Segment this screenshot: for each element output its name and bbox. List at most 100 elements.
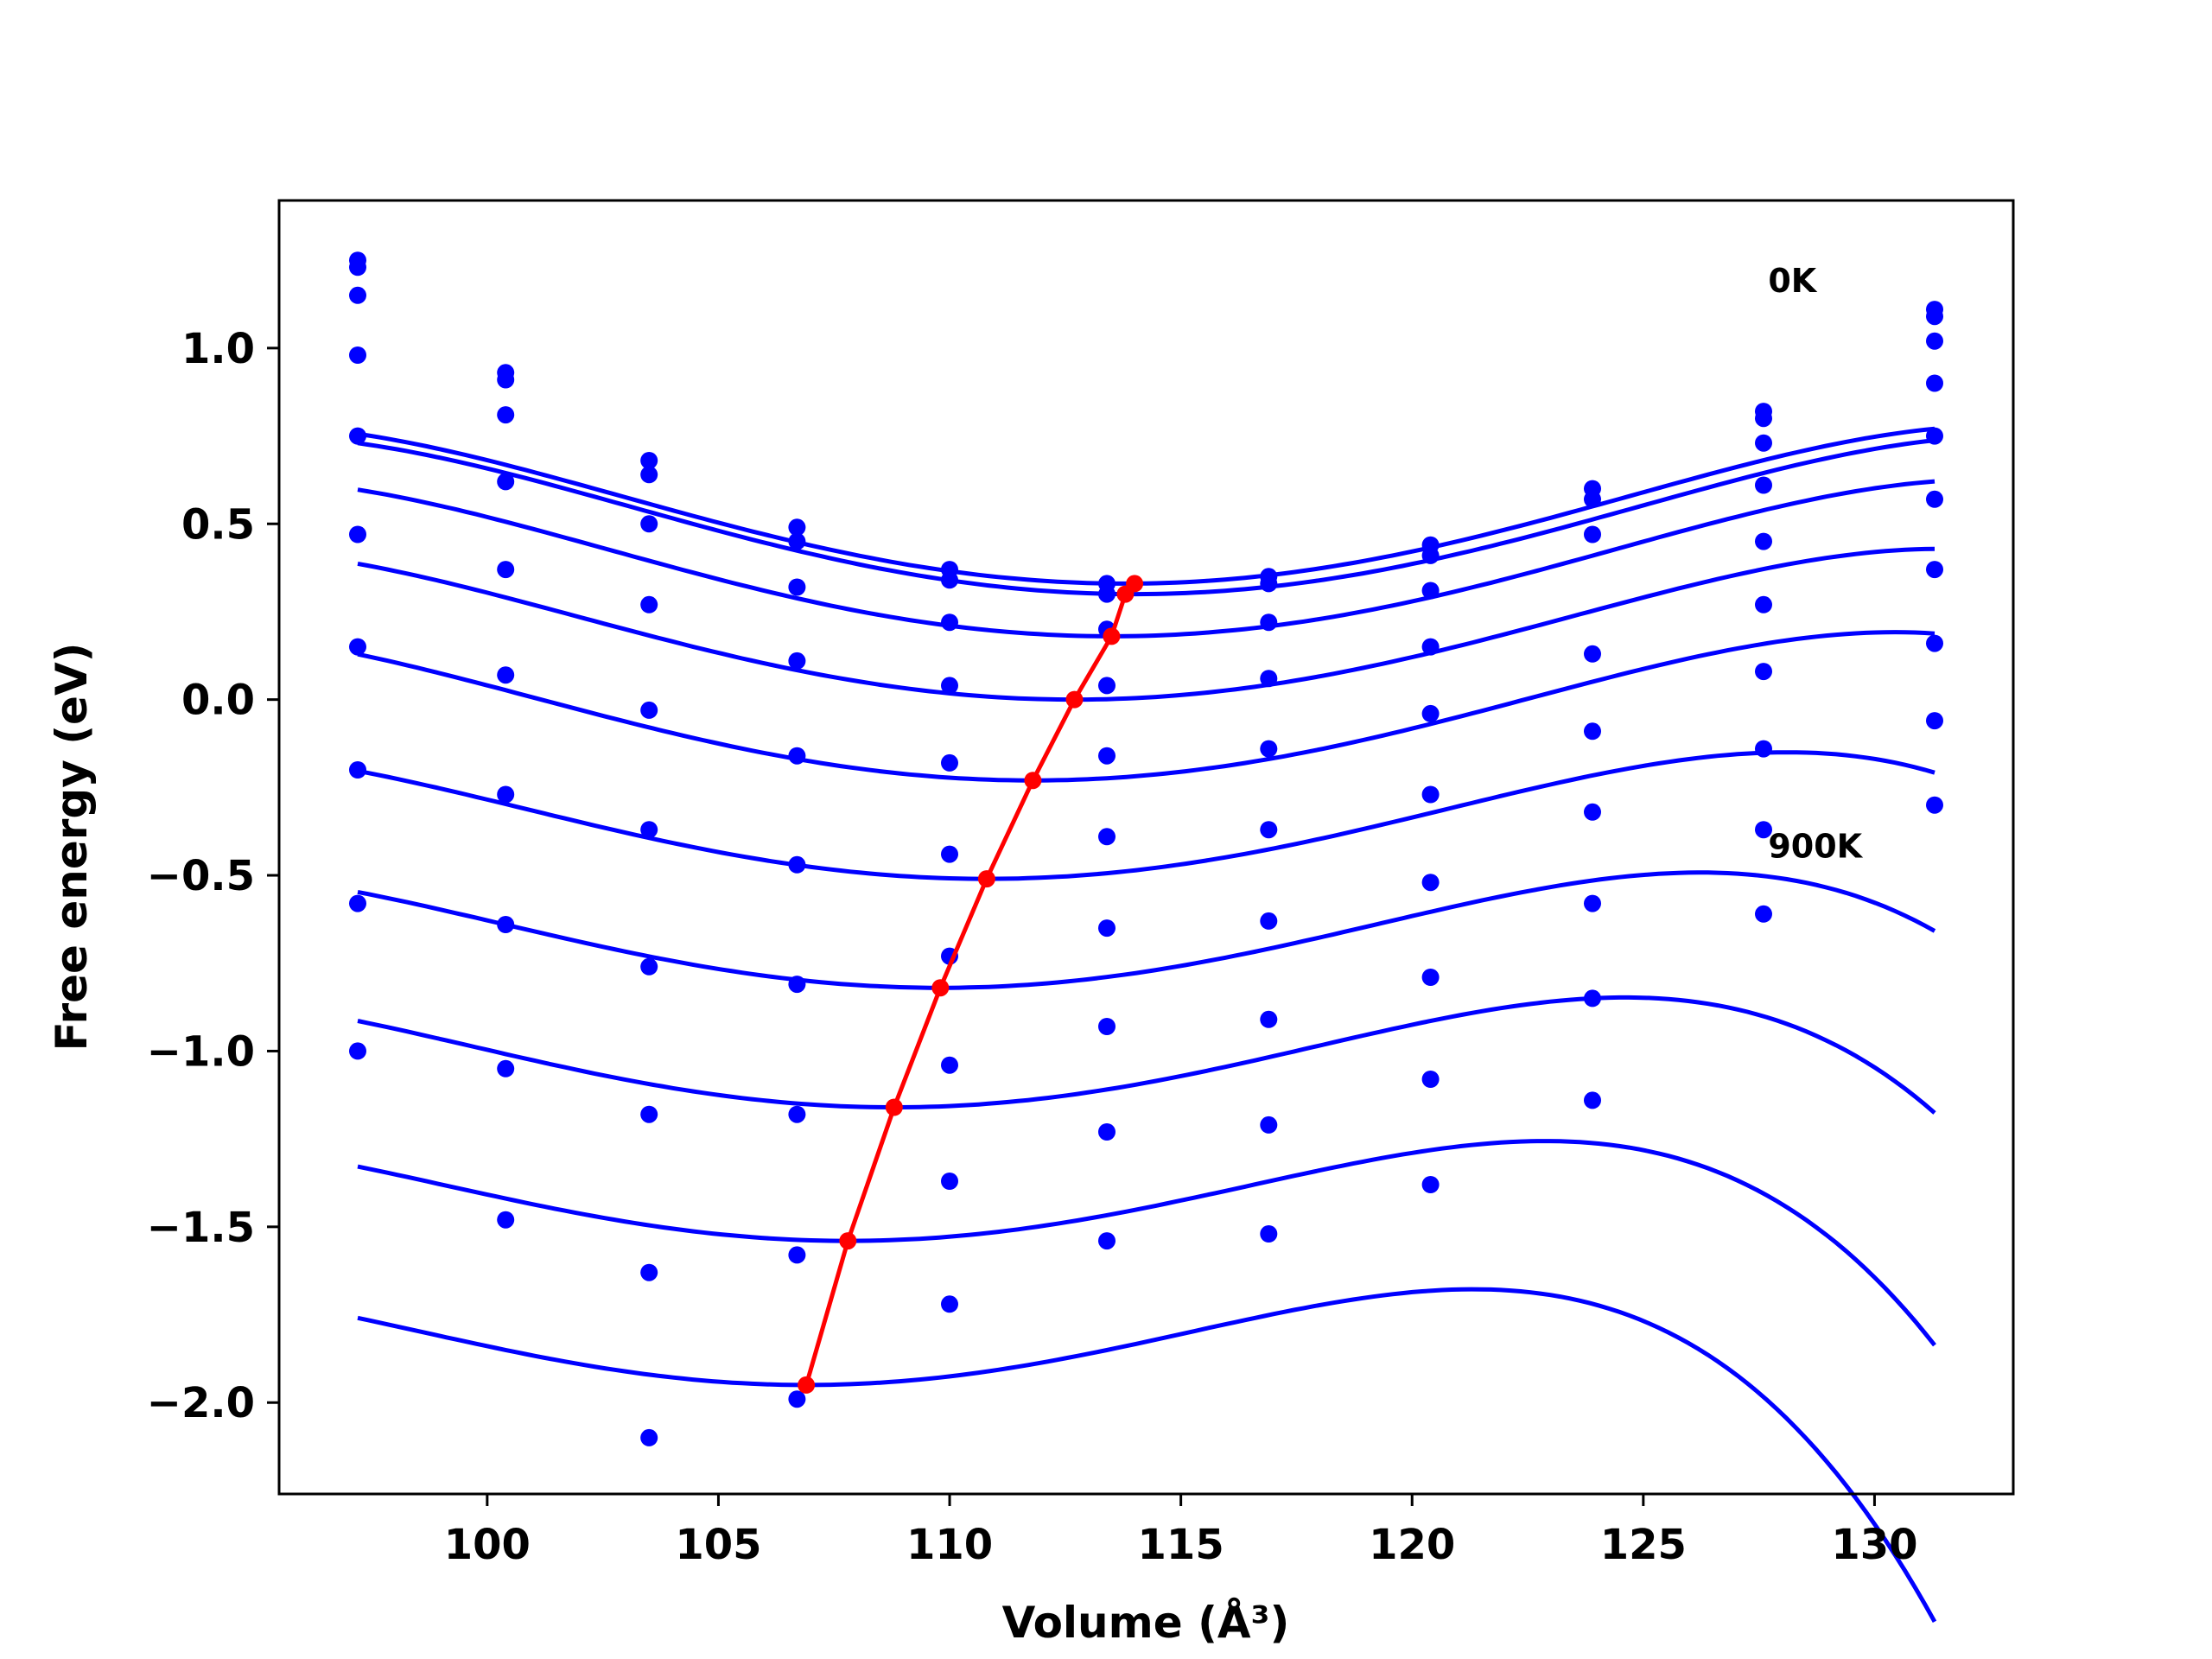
data-point-3-3 xyxy=(788,652,806,670)
data-point-6-9 xyxy=(1755,663,1772,681)
fit-curves xyxy=(357,426,1937,1624)
y-tick-label-5: 0.5 xyxy=(181,500,255,549)
data-point-3-10 xyxy=(1926,374,1943,392)
data-point-4-10 xyxy=(1926,427,1943,445)
data-point-3-4 xyxy=(941,677,958,695)
data-point-5-8 xyxy=(1584,803,1601,821)
data-point-2-2 xyxy=(640,515,658,533)
data-point-9-4 xyxy=(941,1295,958,1313)
x-tick-label-100: 100 xyxy=(444,1521,531,1569)
data-point-6-8 xyxy=(1584,894,1601,912)
fit-curve-9 xyxy=(357,1287,1937,1624)
data-point-2-7 xyxy=(1421,582,1440,600)
data-point-2-0 xyxy=(349,286,366,304)
fit-curve-3 xyxy=(357,546,1936,702)
minimum-point-6 xyxy=(931,979,950,997)
data-point-3-1 xyxy=(497,473,515,491)
data-point-5-10 xyxy=(1926,490,1943,508)
data-point-4-2 xyxy=(640,701,658,719)
data-point-4-4 xyxy=(941,753,958,772)
x-tick-label-110: 110 xyxy=(906,1521,993,1569)
data-point-7-3 xyxy=(788,1105,806,1123)
x-tick-label-120: 120 xyxy=(1369,1521,1455,1569)
minimum-path xyxy=(798,575,1144,1394)
data-point-3-2 xyxy=(640,595,658,613)
data-point-9-3 xyxy=(788,1390,806,1408)
data-point-8-1 xyxy=(497,1059,515,1077)
y-tick-label-4: 0.0 xyxy=(181,677,255,725)
data-point-2-4 xyxy=(941,613,958,632)
data-point-8-8 xyxy=(1584,1091,1601,1109)
data-point-4-9 xyxy=(1755,532,1772,550)
data-point-7-10 xyxy=(1926,634,1943,652)
x-axis-ticks: 100 105 110 115 120 125 130 xyxy=(444,1494,1918,1569)
x-tick-label-130: 130 xyxy=(1831,1521,1917,1569)
data-point-5-4 xyxy=(941,845,958,863)
data-point-8-2 xyxy=(640,1263,658,1281)
data-point-2-8 xyxy=(1584,525,1601,543)
data-point-7-2 xyxy=(640,1105,658,1123)
data-point-5-7 xyxy=(1421,785,1440,804)
data-point-1-8 xyxy=(1584,490,1601,508)
minimum-point-8 xyxy=(839,1232,857,1250)
fit-curve-8 xyxy=(357,1139,1936,1347)
x-axis-label: Volume (Å³) xyxy=(1002,1597,1290,1648)
x-tick-label-115: 115 xyxy=(1138,1521,1224,1569)
data-point-3-0 xyxy=(349,346,366,364)
data-point-1-0 xyxy=(349,258,366,276)
fit-curve-2 xyxy=(357,479,1936,639)
minimum-point-2 xyxy=(1103,627,1121,645)
data-point-1-2 xyxy=(640,466,658,484)
data-point-3-8 xyxy=(1584,645,1601,663)
data-point-3-5 xyxy=(1098,677,1116,695)
y-tick-label-2: −1.0 xyxy=(147,1027,255,1076)
data-point-8-9 xyxy=(1755,821,1772,839)
data-point-0-2 xyxy=(640,452,658,469)
data-point-7-0 xyxy=(349,761,366,779)
data-point-6-3 xyxy=(788,976,806,994)
data-point-1-5 xyxy=(1098,585,1116,603)
data-point-4-8 xyxy=(1584,722,1601,741)
minimum-point-9 xyxy=(798,1376,816,1394)
data-point-5-6 xyxy=(1260,821,1278,839)
data-point-6-5 xyxy=(1098,919,1116,938)
data-point-2-1 xyxy=(497,406,515,424)
data-point-1-10 xyxy=(1926,308,1943,326)
fit-curve-5 xyxy=(357,750,1936,881)
data-point-8-3 xyxy=(788,1246,806,1264)
data-point-8-0 xyxy=(349,894,366,912)
data-point-2-6 xyxy=(1260,613,1278,632)
minimum-point-3 xyxy=(1065,690,1084,709)
data-point-3-6 xyxy=(1260,670,1278,688)
data-point-4-3 xyxy=(788,747,806,765)
data-point-2-9 xyxy=(1755,434,1772,452)
data-point-1-3 xyxy=(788,532,806,550)
x-tick-label-125: 125 xyxy=(1600,1521,1687,1569)
data-point-8-6 xyxy=(1260,1116,1278,1134)
data-point-6-6 xyxy=(1260,912,1278,930)
data-point-3-7 xyxy=(1421,638,1440,656)
data-point-2-3 xyxy=(788,578,806,596)
data-point-0-3 xyxy=(788,518,806,537)
data-point-2-10 xyxy=(1926,332,1943,350)
data-point-6-7 xyxy=(1421,874,1440,892)
data-point-5-3 xyxy=(788,855,806,874)
minimum-point-5 xyxy=(977,870,995,888)
data-point-1-4 xyxy=(941,571,958,589)
annotations: 0K 900K xyxy=(1768,262,1863,866)
y-axis-ticks: −2.0 −1.5 −1.0 −0.5 0.0 0.5 1.0 xyxy=(147,325,279,1427)
data-point-4-0 xyxy=(349,427,366,445)
data-point-4-6 xyxy=(1260,740,1278,758)
data-point-8-5 xyxy=(1098,1123,1116,1141)
data-point-6-2 xyxy=(640,957,658,976)
data-point-9-2 xyxy=(640,1428,658,1446)
y-tick-label-3: −0.5 xyxy=(147,852,255,900)
fit-curve-6 xyxy=(357,870,1936,990)
data-point-9-10 xyxy=(1926,796,1943,814)
x-tick-label-105: 105 xyxy=(675,1521,761,1569)
y-axis-label: Free energy (eV) xyxy=(47,642,97,1051)
data-point-6-10 xyxy=(1926,561,1943,579)
data-point-5-2 xyxy=(640,821,658,839)
minimum-point-4 xyxy=(1024,772,1042,790)
